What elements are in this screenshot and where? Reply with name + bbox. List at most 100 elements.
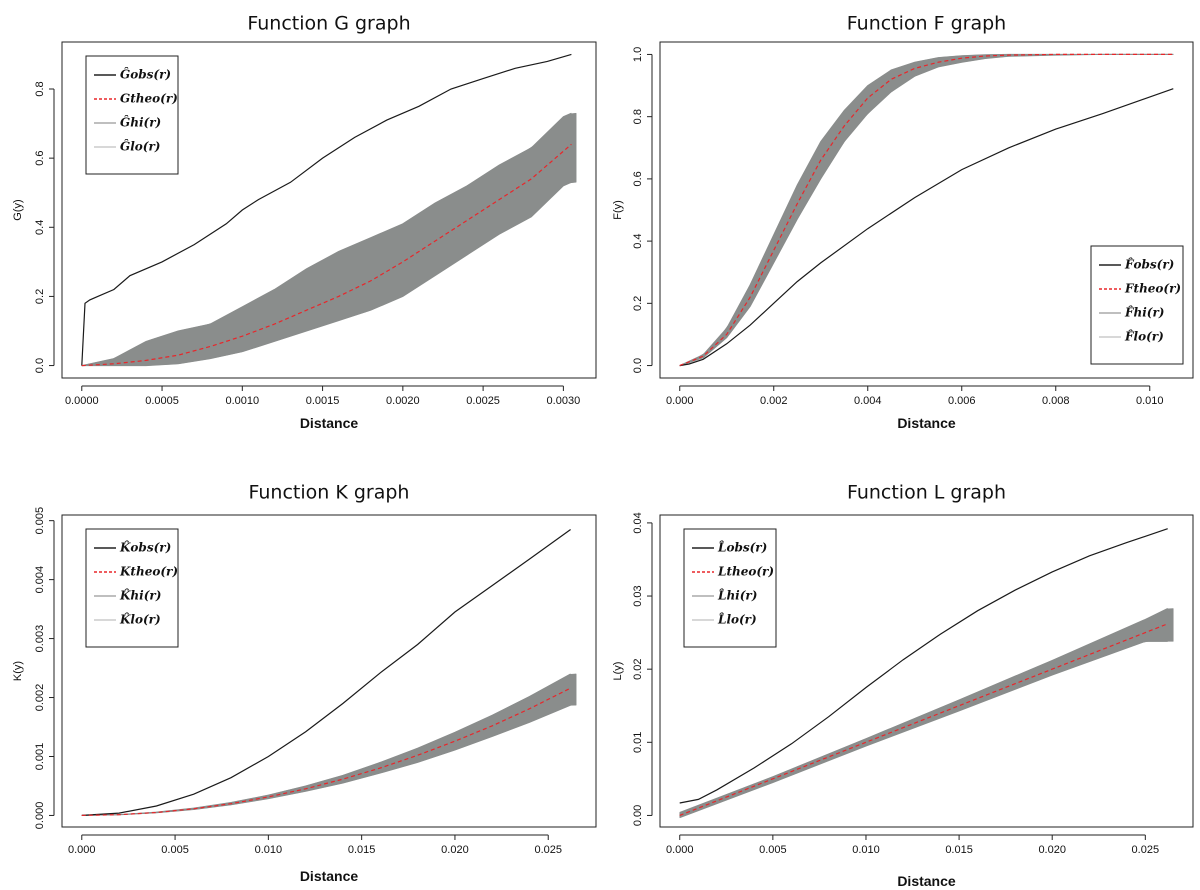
y-tick-label: 1.0 [632,47,644,62]
x-tick-label: 0.0030 [547,395,581,407]
y-tick-label: 0.00 [632,805,644,826]
plot-frame [659,41,1194,379]
x-tick-label: 0.006 [948,395,976,407]
x-tick-label: 0.000 [68,844,96,856]
legend-label: L̂obs(r) [717,539,767,554]
series-line-lo [679,53,1174,367]
series-line-theo [81,143,572,367]
chart-title: Function G graph [247,13,410,35]
x-tick-label: 0.0000 [65,395,99,407]
legend-label: Ĝlo(r) [120,138,161,154]
legend-label: K̂lo(r) [119,611,161,626]
series-line-theo [679,53,1174,367]
x-tick-label: 0.004 [854,395,882,407]
x-axis-label: Distance [300,415,359,431]
x-tick-label: 0.0025 [466,395,500,407]
series-line-hi [81,112,572,367]
y-tick-label: 0.6 [34,150,46,165]
x-tick-label: 0.005 [161,844,189,856]
series-line-obs [81,53,572,366]
x-tick-label: 0.008 [1042,395,1070,407]
x-tick-label: 0.0015 [306,395,340,407]
y-tick-label: 0.0 [632,358,644,373]
legend-label: Ftheo(r) [1124,282,1181,296]
y-axis: 0.0 0.2 0.4 0.6 0.8 1.0 [632,47,653,373]
legend-label: Ltheo(r) [717,565,774,579]
y-axis-label: G(y) [12,199,24,220]
x-axis-label: Distance [897,873,956,889]
legend-label: Ĝobs(r) [120,66,171,82]
y-tick-label: 0.005 [34,507,46,535]
y-tick-label: 0.8 [34,81,46,96]
legend-label: Ktheo(r) [119,565,178,579]
chart-title: Function K graph [249,482,410,504]
x-tick-label: 0.000 [666,395,694,407]
x-tick-label: 0.0005 [145,395,179,407]
panel-2: Function K graph 0.000 0.005 0.010 0.015 0.02… [12,482,597,884]
legend-label: Gtheo(r) [120,92,178,106]
legend: L̂obs(r) Ltheo(r) L̂hi(r) L̂lo(r) [683,528,777,648]
y-tick-label: 0.6 [632,171,644,186]
x-tick-label: 0.010 [255,844,283,856]
x-tick-label: 0.010 [852,844,880,856]
panel-0: Function G graph 0.0000 0.0005 0.0010 0.0015… [12,13,597,431]
x-tick-label: 0.025 [534,844,562,856]
x-tick-label: 0.010 [1136,395,1164,407]
panel-3: Function L graph 0.000 0.005 0.010 0.015 0.02… [612,482,1194,889]
series-line-obs [679,528,1168,804]
series-line-lo [81,181,572,367]
y-axis-label: K(y) [12,661,24,681]
x-tick-label: 0.015 [348,844,376,856]
legend-label: K̂hi(r) [119,587,161,602]
envelope-band [81,673,577,816]
legend-label: F̂obs(r) [1124,256,1174,271]
chart-title: Function L graph [847,482,1006,504]
y-axis-label: L(y) [612,662,624,681]
x-tick-label: 0.000 [666,844,694,856]
legend-label: Ĝhi(r) [120,114,161,130]
y-axis: 0.000 0.001 0.002 0.003 0.004 0.005 [34,507,55,830]
legend-label: L̂hi(r) [717,587,757,602]
series-line-theo [81,687,571,816]
series-line-hi [679,608,1168,813]
series-line-theo [679,623,1168,816]
y-tick-label: 0.2 [34,289,46,304]
series-line-hi [679,53,1174,367]
x-tick-label: 0.002 [760,395,788,407]
x-tick-label: 0.015 [945,844,973,856]
chart-title: Function F graph [847,13,1006,35]
x-axis-label: Distance [300,868,359,884]
legend-label: L̂lo(r) [717,611,757,626]
x-tick-label: 0.020 [441,844,469,856]
y-tick-label: 0.002 [34,684,46,712]
y-tick-label: 0.000 [34,802,46,830]
y-tick-label: 0.003 [34,625,46,653]
legend-label: F̂hi(r) [1124,304,1164,319]
y-axis: 0.00 0.01 0.02 0.03 0.04 [632,512,653,826]
y-tick-label: 0.0 [34,358,46,373]
y-tick-label: 0.04 [632,512,644,533]
x-tick-label: 0.025 [1132,844,1160,856]
plot-frame [61,41,597,379]
y-tick-label: 0.4 [34,220,46,235]
y-tick-label: 0.8 [632,109,644,124]
legend-label: K̂obs(r) [119,539,171,554]
legend: F̂obs(r) Ftheo(r) F̂hi(r) F̂lo(r) [1090,245,1184,365]
x-axis: 0.000 0.002 0.004 0.006 0.008 0.010 [666,385,1164,407]
series-line-lo [679,640,1168,819]
series-line-obs [81,529,571,816]
y-tick-label: 0.4 [632,233,644,248]
x-tick-label: 0.0020 [386,395,420,407]
series-line-hi [81,673,571,816]
x-tick-label: 0.0010 [225,395,259,407]
legend-label: F̂lo(r) [1124,328,1164,343]
x-tick-label: 0.020 [1038,844,1066,856]
x-axis-label: Distance [897,415,956,431]
legend: K̂obs(r) Ktheo(r) K̂hi(r) K̂lo(r) [85,528,179,648]
y-tick-label: 0.004 [34,566,46,594]
x-axis: 0.000 0.005 0.010 0.015 0.020 0.025 [68,834,562,856]
x-axis: 0.0000 0.0005 0.0010 0.0015 0.0020 0.0025 0.00… [65,385,581,407]
y-tick-label: 0.01 [632,732,644,753]
